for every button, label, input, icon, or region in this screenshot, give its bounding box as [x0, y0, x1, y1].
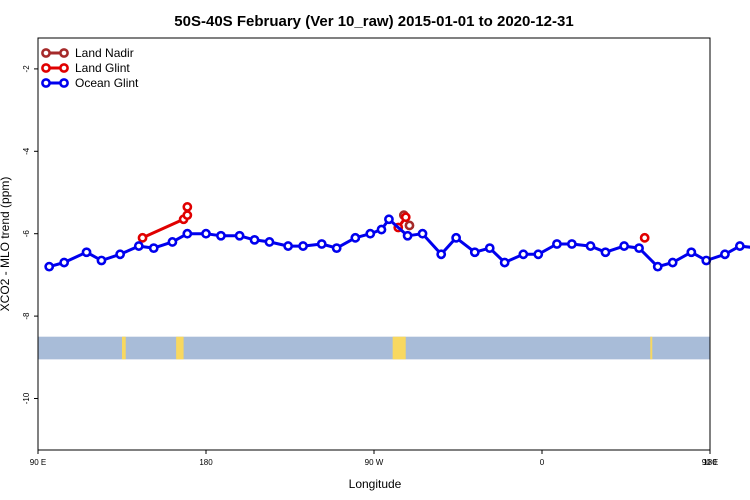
ocean-glint-point-0-21 [384, 214, 394, 225]
ocean-glint-point-0-16 [316, 239, 327, 249]
ocean-glint-line-0 [48, 217, 750, 269]
ocean-glint-point-0-33 [585, 241, 596, 251]
ocean-glint-point-0-40 [701, 255, 712, 266]
land-ocean-band [38, 336, 710, 360]
ocean-glint-point-0-17 [331, 243, 342, 254]
land-patch-2 [392, 336, 406, 360]
ocean-glint-point-0-23 [417, 228, 428, 239]
land-glint-point-1-1 [400, 212, 411, 223]
ocean-glint-point-0-9 [201, 228, 211, 239]
y-axis: -2 -4 -6 -8 -10 [22, 65, 38, 404]
ocean-glint-point-0-14 [283, 241, 294, 251]
ocean-glint-point-0-11 [234, 230, 245, 241]
ocean-glint-point-0-37 [652, 261, 663, 272]
ocean-glint-point-0-10 [216, 230, 226, 241]
ocean-glint-point-0-38 [667, 257, 678, 268]
y-tick-label-1: -4 [22, 147, 31, 155]
land-patch-3 [650, 336, 653, 360]
ocean-glint-point-0-42 [734, 241, 745, 251]
ocean-glint-point-0-31 [552, 239, 562, 249]
land-glint-point-0-3 [182, 202, 193, 212]
land-patch-1 [176, 336, 184, 360]
land-glint-point-2-0 [639, 232, 650, 243]
x-tick-label-2: 90 W [365, 458, 384, 467]
ocean-glint-point-0-24 [436, 249, 447, 260]
ocean-glint-point-0-0 [44, 261, 55, 272]
y-tick-label-0: -2 [22, 65, 31, 73]
y-tick-label-2: -6 [22, 230, 31, 238]
ocean-glint-point-0-27 [484, 243, 495, 254]
ocean-glint-point-0-18 [350, 232, 361, 243]
y-tick-label-3: -8 [22, 312, 31, 320]
x-tick-label-3: 0 [540, 458, 545, 467]
ocean-glint-point-0-29 [518, 249, 529, 260]
y-tick-label-4: -10 [22, 392, 31, 404]
legend-marker-ocean-glint-b [59, 78, 69, 88]
ocean-glint-point-0-39 [686, 247, 697, 258]
ocean-glint-point-0-15 [298, 241, 308, 251]
ocean-glint-point-0-6 [148, 243, 159, 254]
ocean-glint-point-0-7 [167, 237, 178, 247]
x-tick-label-4: 90 E [702, 458, 718, 467]
ocean-glint-point-0-41 [720, 249, 730, 260]
ocean-glint-point-0-25 [451, 232, 462, 243]
land-glint-point-0-2 [182, 210, 193, 221]
legend-marker-land-glint-a [41, 63, 51, 73]
legend-marker-land-nadir-a [41, 48, 51, 58]
ocean-glint-point-0-4 [115, 249, 126, 260]
ocean-glint-point-0-19 [365, 228, 376, 239]
y-axis-label: XCO2 - MLO trend (ppm) [0, 177, 12, 312]
land-patch-0 [122, 336, 126, 360]
legend-label-ocean-glint: Ocean Glint [75, 76, 139, 90]
chart-title: 50S-40S February (Ver 10_raw) 2015-01-01… [174, 13, 573, 30]
ocean-glint-point-0-28 [499, 257, 510, 268]
x-tick-label-5: 180 [703, 458, 717, 467]
ocean-glint-point-0-1 [59, 257, 70, 268]
land-glint-point-0-0 [137, 232, 148, 243]
x-tick-label-1: 180 [199, 458, 213, 467]
ocean-band [38, 336, 710, 360]
ocean-glint-point-0-3 [96, 255, 107, 266]
legend-marker-ocean-glint-a [41, 78, 51, 88]
ocean-glint-point-0-13 [264, 237, 275, 247]
ocean-glint-point-0-2 [81, 247, 92, 258]
legend-label-land-glint: Land Glint [75, 61, 130, 75]
ocean-glint-point-0-32 [566, 239, 577, 249]
ocean-glint-point-0-36 [634, 243, 644, 254]
ocean-glint-point-0-26 [469, 247, 480, 258]
ocean-glint-point-0-20 [376, 224, 387, 235]
ocean-glint-point-0-12 [249, 234, 260, 245]
legend-marker-land-glint-b [59, 63, 69, 73]
ocean-glint-point-0-22 [402, 230, 413, 241]
ocean-glint-point-0-34 [600, 247, 611, 258]
ocean-glint-point-0-8 [182, 228, 193, 239]
legend-marker-land-nadir-b [59, 48, 69, 58]
x-tick-label-0: 90 E [30, 458, 46, 467]
land-nadir-point-0-1 [404, 220, 415, 231]
x-axis-label: Longitude [349, 477, 402, 491]
series-layer [44, 202, 750, 272]
ocean-glint-point-0-5 [133, 241, 144, 251]
legend-label-land-nadir: Land Nadir [75, 46, 134, 60]
ocean-glint-point-0-35 [619, 241, 630, 251]
ocean-glint-point-0-30 [533, 249, 544, 260]
